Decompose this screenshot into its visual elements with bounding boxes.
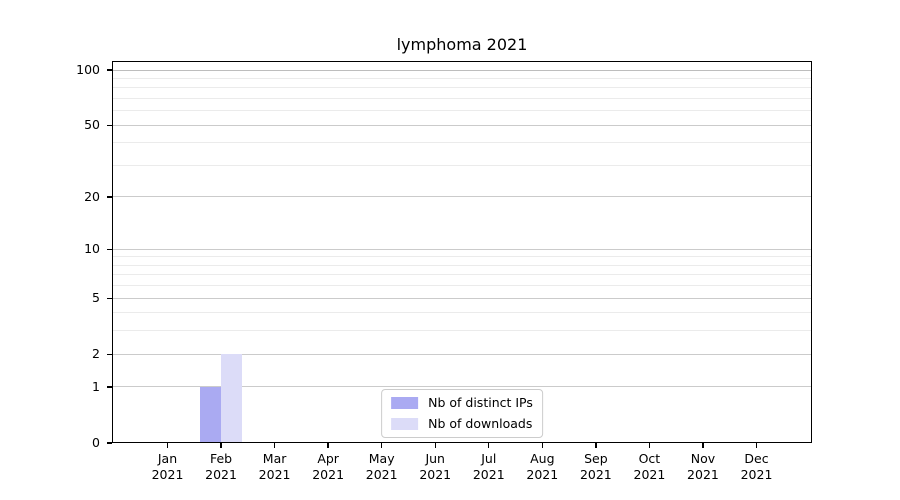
y-tick-label: 1 bbox=[92, 378, 100, 394]
x-tick-month: Apr bbox=[317, 451, 339, 466]
x-tick-month: Aug bbox=[530, 451, 555, 466]
x-tick bbox=[488, 443, 490, 448]
x-tick-year: 2021 bbox=[740, 466, 773, 482]
x-tick-year: 2021 bbox=[312, 466, 345, 482]
x-tick-label: Dec 2021 bbox=[725, 451, 789, 482]
legend-item-downloads: Nb of downloads bbox=[391, 415, 533, 433]
bar-distinct-ips bbox=[199, 386, 222, 443]
x-tick-month: Mar bbox=[262, 451, 287, 466]
gridline-minor bbox=[113, 142, 811, 144]
x-tick-year: 2021 bbox=[365, 466, 398, 482]
x-tick-label: Jan 2021 bbox=[136, 451, 200, 482]
x-tick-year: 2021 bbox=[633, 466, 666, 482]
x-tick bbox=[273, 443, 276, 448]
x-tick-month: Jul bbox=[481, 451, 497, 466]
x-tick-year: 2021 bbox=[258, 466, 291, 482]
bar-downloads bbox=[221, 354, 243, 443]
legend-swatch-downloads bbox=[391, 418, 419, 430]
x-tick-month: Sep bbox=[584, 451, 608, 466]
gridline-minor bbox=[113, 98, 811, 100]
x-tick-month: Feb bbox=[209, 451, 233, 466]
y-tick-label: 10 bbox=[84, 241, 100, 257]
x-tick bbox=[755, 443, 758, 448]
grid-layer bbox=[112, 61, 812, 443]
x-tick bbox=[541, 443, 543, 448]
bars-layer bbox=[112, 61, 812, 443]
x-tick bbox=[702, 443, 704, 448]
x-tick-label: Jun 2021 bbox=[403, 451, 467, 482]
x-tick-year: 2021 bbox=[687, 466, 719, 482]
legend-label-distinct-ips: Nb of distinct IPs bbox=[428, 395, 533, 410]
x-tick bbox=[648, 443, 651, 448]
x-tick-label: Apr 2021 bbox=[296, 451, 360, 482]
x-tick bbox=[595, 443, 597, 448]
x-tick bbox=[381, 443, 383, 448]
gridline-minor bbox=[113, 165, 811, 166]
x-tick-label: Feb 2021 bbox=[189, 451, 253, 482]
x-tick-month: Jan bbox=[157, 451, 178, 466]
gridline-major bbox=[113, 386, 811, 388]
gridline-minor bbox=[113, 264, 811, 266]
x-tick bbox=[166, 443, 169, 448]
gridline-major bbox=[113, 69, 811, 71]
gridline-minor bbox=[113, 77, 811, 79]
gridline-major bbox=[113, 124, 811, 126]
gridline-minor bbox=[113, 256, 811, 258]
gridline-major bbox=[113, 248, 811, 250]
x-tick-month: May bbox=[368, 451, 395, 466]
y-tick-label: 20 bbox=[84, 188, 100, 204]
x-tick-label: Mar 2021 bbox=[243, 451, 307, 482]
x-tick-label: Nov 2021 bbox=[671, 451, 735, 482]
x-tick bbox=[434, 443, 436, 448]
plot-area: Nb of distinct IPs Nb of downloads bbox=[112, 61, 812, 443]
y-tick-label: 5 bbox=[92, 290, 100, 306]
x-tick-year: 2021 bbox=[205, 466, 237, 482]
gridline-minor bbox=[113, 274, 811, 276]
x-tick-year: 2021 bbox=[472, 466, 505, 482]
y-tick-label: 2 bbox=[92, 346, 100, 362]
gridline-minor bbox=[113, 330, 811, 332]
x-tick-year: 2021 bbox=[579, 466, 612, 482]
y-tick-label: 0 bbox=[92, 435, 100, 450]
x-tick-month: Dec bbox=[744, 451, 769, 466]
legend: Nb of distinct IPs Nb of downloads bbox=[381, 389, 543, 438]
x-tick-year: 2021 bbox=[526, 466, 559, 482]
x-tick-label: May 2021 bbox=[350, 451, 414, 482]
x-tick-label: Sep 2021 bbox=[564, 451, 628, 482]
gridline-major bbox=[113, 297, 811, 299]
gridline-minor bbox=[113, 312, 811, 314]
legend-swatch-distinct-ips bbox=[391, 397, 419, 409]
chart-title: lymphoma 2021 bbox=[396, 35, 528, 54]
y-tick-label: 100 bbox=[76, 62, 100, 78]
x-tick-year: 2021 bbox=[151, 466, 184, 482]
legend-label-downloads: Nb of downloads bbox=[428, 416, 533, 431]
x-tick-month: Jun bbox=[425, 451, 445, 466]
gridline-major bbox=[113, 353, 811, 355]
gridline-minor bbox=[113, 87, 811, 89]
x-tick-label: Oct 2021 bbox=[617, 451, 681, 482]
x-tick-month: Oct bbox=[638, 451, 661, 466]
x-tick bbox=[327, 443, 329, 448]
x-tick-label: Aug 2021 bbox=[510, 451, 574, 482]
x-tick-month: Nov bbox=[690, 451, 716, 466]
x-tick-year: 2021 bbox=[419, 466, 452, 482]
gridline-major bbox=[113, 196, 811, 198]
y-tick-label: 50 bbox=[84, 117, 100, 133]
x-tick bbox=[220, 443, 222, 448]
x-tick-label: Jul 2021 bbox=[457, 451, 521, 482]
gridline-minor bbox=[113, 285, 811, 287]
gridline-minor bbox=[113, 110, 811, 112]
legend-item-distinct-ips: Nb of distinct IPs bbox=[391, 394, 533, 412]
